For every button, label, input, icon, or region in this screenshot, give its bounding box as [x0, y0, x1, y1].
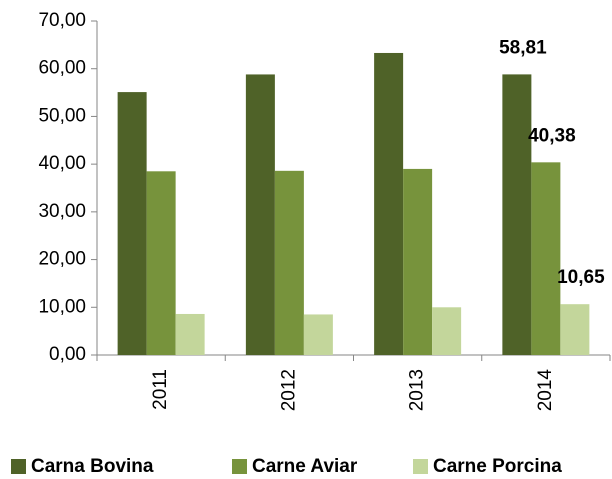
bar — [303, 314, 333, 355]
y-tick-label: 50,00 — [38, 105, 86, 126]
legend-label: Carne Aviar — [252, 456, 358, 477]
bar — [146, 171, 176, 355]
x-tick-label: 2014 — [535, 369, 556, 412]
y-tick-label: 70,00 — [38, 10, 86, 31]
x-tick-label: 2012 — [278, 369, 299, 411]
y-tick-label: 0,00 — [49, 344, 86, 365]
bar — [374, 52, 404, 356]
bar — [432, 307, 462, 355]
bar — [175, 313, 205, 355]
bar — [245, 74, 275, 355]
bar — [274, 170, 304, 355]
y-tick-label: 20,00 — [38, 249, 86, 270]
y-tick-label: 10,00 — [38, 296, 86, 317]
bar — [560, 304, 590, 355]
legend-swatch — [413, 459, 428, 474]
bar — [117, 92, 147, 355]
y-tick-label: 30,00 — [38, 201, 86, 222]
bar — [531, 162, 561, 355]
legend-label: Carne Porcina — [433, 456, 562, 477]
y-tick-label: 60,00 — [38, 58, 86, 79]
data-label: 10,65 — [557, 267, 605, 288]
x-tick-label: 2011 — [150, 369, 171, 410]
legend-swatch — [232, 459, 247, 474]
y-tick-label: 40,00 — [38, 153, 86, 174]
x-tick-label: 2013 — [407, 369, 428, 411]
legend-swatch — [11, 459, 26, 474]
bar — [403, 168, 433, 355]
bar — [502, 74, 532, 356]
data-label: 58,81 — [499, 37, 547, 58]
legend-label: Carna Bovina — [31, 456, 154, 477]
data-label: 40,38 — [528, 125, 576, 146]
